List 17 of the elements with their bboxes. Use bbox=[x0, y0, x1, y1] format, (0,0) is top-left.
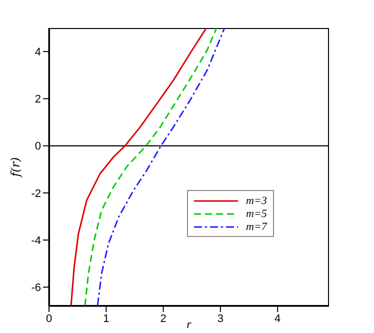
legend-label: m=3 bbox=[246, 194, 267, 206]
x-tick-label: 2 bbox=[160, 312, 166, 325]
x-tick-label: 4 bbox=[274, 312, 281, 325]
legend-label: m=7 bbox=[246, 220, 267, 232]
y-tick-label: -2 bbox=[31, 188, 41, 200]
y-axis-title: f(r) bbox=[8, 156, 22, 178]
y-tick-label: 4 bbox=[34, 46, 41, 58]
x-axis-title: r bbox=[186, 317, 192, 331]
x-tick-label: 1 bbox=[103, 312, 110, 325]
y-tick-label: 2 bbox=[34, 94, 41, 106]
x-tick-label: 0 bbox=[46, 312, 52, 325]
y-tick-label: 0 bbox=[34, 140, 41, 153]
y-tick-label: -6 bbox=[31, 282, 41, 294]
legend-label: m=5 bbox=[246, 208, 267, 220]
x-tick-label: 3 bbox=[217, 312, 224, 325]
line-series bbox=[70, 28, 207, 306]
y-tick-label: -4 bbox=[31, 234, 41, 247]
